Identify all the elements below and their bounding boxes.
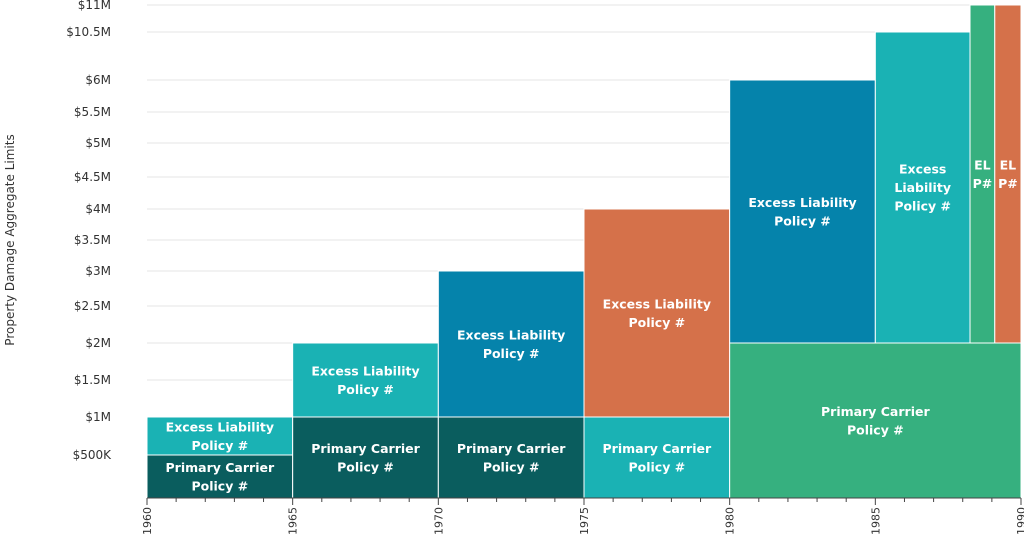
policy-block-label: EL (1000, 157, 1017, 172)
policy-block-label: Policy # (894, 199, 951, 214)
y-tick-label: $10.5M (66, 25, 111, 39)
y-tick-label: $5M (85, 136, 111, 150)
y-tick-label: $2M (85, 336, 111, 350)
policy-block-label: Policy # (191, 438, 248, 453)
policy-block-label: Excess (899, 162, 946, 177)
policy-block-label: Policy # (628, 315, 685, 330)
policy-block-label: Policy # (483, 346, 540, 361)
x-tick-label: 1985 (869, 507, 882, 535)
policy-block-label: Policy # (337, 382, 394, 397)
policy-block-label: P# (998, 176, 1018, 191)
y-axis: $500K $1M $1.5M $2M $2.5M $3M $3.5M $4M $4.5M $5M… (66, 0, 112, 462)
x-tick-label: 1965 (287, 507, 300, 535)
policy-block-label: Primary Carrier (311, 441, 420, 456)
x-tick-label: 1990 (1015, 507, 1024, 535)
y-tick-label: $3.5M (74, 233, 111, 247)
policy-block-label: Policy # (847, 422, 904, 437)
policy-block (729, 79, 876, 344)
y-tick-label: $11M (78, 0, 111, 12)
policy-block (729, 342, 1022, 499)
policy-block-label: Policy # (337, 459, 394, 474)
policy-block-label: EL (974, 157, 991, 172)
y-tick-label: $4.5M (74, 170, 111, 184)
x-tick-label: 1970 (432, 507, 445, 535)
policy-blocks (146, 4, 1022, 499)
policy-block-label: Excess Liability (166, 419, 274, 434)
policy-block-label: Policy # (191, 478, 248, 493)
policy-block (437, 270, 585, 418)
y-tick-label: $4M (85, 202, 111, 216)
y-tick-label: $1.5M (74, 373, 111, 387)
x-axis: 1960 1965 1970 1975 1980 1985 1990 (141, 497, 1024, 535)
policy-block (583, 208, 731, 418)
x-tick-label: 1960 (141, 507, 154, 535)
x-tick-label: 1975 (578, 507, 591, 535)
policy-block-label: Excess Liability (603, 296, 711, 311)
policy-block (292, 342, 439, 418)
y-tick-label: $3M (85, 264, 111, 278)
policy-block-label: Primary Carrier (166, 460, 275, 475)
policy-block (994, 4, 1022, 344)
policy-block-label: Primary Carrier (603, 441, 712, 456)
policy-block-label: Excess Liability (457, 327, 565, 342)
policy-block-label: Policy # (483, 459, 540, 474)
policy-block-label: Excess Liability (748, 195, 856, 210)
policy-block-labels: Primary Carrier Policy # Excess Liability P… (166, 157, 1018, 493)
policy-block-label: Excess Liability (311, 363, 419, 378)
y-tick-label: $2.5M (74, 299, 111, 313)
policy-block-label: Primary Carrier (457, 441, 566, 456)
policy-block-label: Policy # (774, 213, 831, 228)
policy-block (583, 416, 731, 499)
policy-block (437, 416, 585, 499)
policy-block-label: Policy # (628, 459, 685, 474)
policy-block-label: P# (973, 176, 993, 191)
policy-block (969, 4, 996, 344)
policy-block-label: Liability (894, 180, 951, 195)
y-tick-label: $1M (85, 410, 111, 424)
y-tick-label: $500K (73, 448, 113, 462)
policy-block-label: Primary Carrier (821, 404, 930, 419)
y-axis-title: Property Damage Aggregate Limits (3, 134, 17, 345)
x-tick-label: 1980 (724, 507, 737, 535)
y-tick-label: $6M (85, 73, 111, 87)
policy-block (292, 416, 439, 499)
policy-block (874, 31, 971, 344)
y-tick-label: $5.5M (74, 105, 111, 119)
